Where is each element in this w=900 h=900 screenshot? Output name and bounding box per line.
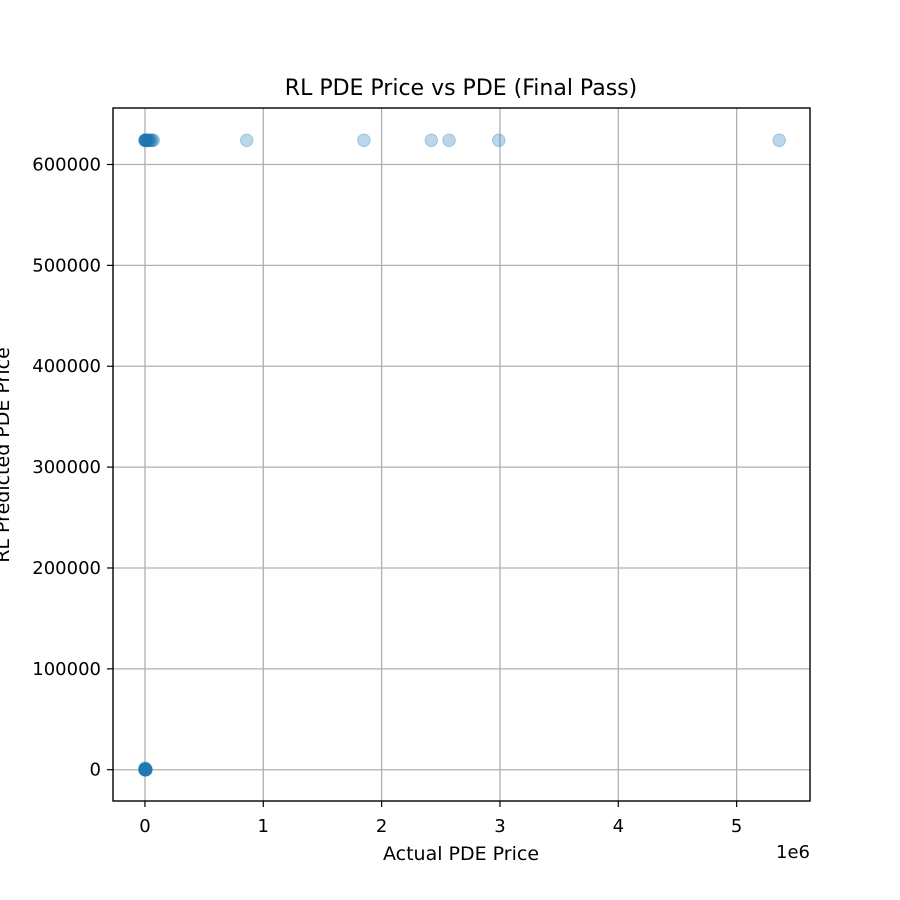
scatter-point — [140, 133, 155, 148]
scatter-point — [138, 761, 152, 776]
scatter-point — [138, 762, 152, 777]
x-tick-label: 5 — [731, 816, 742, 837]
scatter-points — [138, 133, 787, 777]
scatter-point — [239, 133, 254, 148]
scatter-point — [141, 133, 155, 148]
y-tick-label: 200000 — [32, 558, 101, 579]
x-tick-label: 0 — [139, 816, 150, 837]
scatter-point — [772, 133, 787, 148]
y-tick-label: 100000 — [32, 659, 101, 680]
plot-frame — [112, 107, 811, 802]
scatter-point — [146, 133, 161, 148]
scatter-point — [491, 133, 506, 148]
x-axis-ticks: 0 1 2 3 4 5 — [139, 801, 742, 837]
scatter-point — [139, 133, 154, 148]
y-tick-label: 0 — [90, 760, 101, 781]
scatter-point — [357, 133, 371, 148]
chart-title: RL PDE Price vs PDE (Final Pass) — [285, 76, 637, 101]
scatter-point — [142, 133, 157, 148]
y-axis-ticks: 0 100000 200000 300000 400000 500000 600000 — [32, 154, 113, 781]
grid-lines — [113, 108, 810, 801]
scatter-point — [139, 133, 153, 148]
y-tick-label: 300000 — [32, 457, 101, 478]
scatter-point — [138, 133, 152, 148]
scatter-point — [139, 762, 153, 777]
scatter-point — [138, 762, 153, 777]
scatter-point — [138, 133, 153, 148]
scatter-point — [138, 762, 153, 777]
y-axis-label: RL Predicted PDE Price — [0, 347, 14, 563]
scatter-point — [442, 133, 456, 148]
scatter-point — [138, 762, 153, 777]
y-tick-label: 400000 — [32, 356, 101, 377]
y-tick-label: 600000 — [32, 154, 101, 175]
scatter-point — [424, 133, 439, 148]
x-tick-label: 4 — [613, 816, 624, 837]
x-tick-label: 2 — [376, 816, 387, 837]
x-axis-offset-label: 1e6 — [776, 842, 810, 863]
x-axis-label: Actual PDE Price — [383, 843, 539, 865]
x-tick-label: 1 — [258, 816, 269, 837]
y-tick-label: 500000 — [32, 255, 101, 276]
scatter-point — [138, 762, 152, 777]
scatter-point — [138, 761, 152, 776]
scatter-point — [145, 133, 159, 148]
scatter-point — [138, 133, 153, 148]
x-tick-label: 3 — [494, 816, 505, 837]
scatter-point — [138, 762, 153, 777]
scatter-point — [139, 133, 154, 148]
scatter-point — [138, 133, 152, 148]
scatter-point — [141, 133, 156, 148]
scatter-point — [144, 133, 158, 148]
scatter-point — [138, 762, 152, 777]
